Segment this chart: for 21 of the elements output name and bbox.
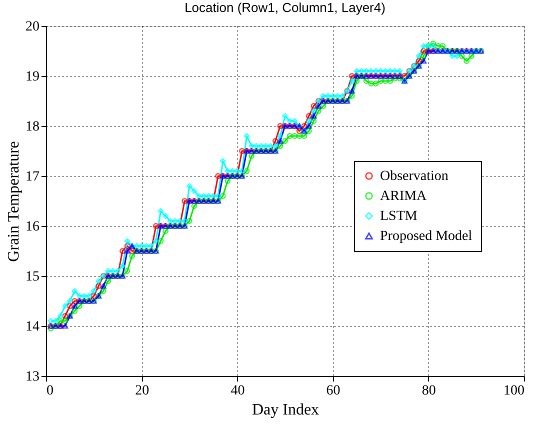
y-tick-label: 13 xyxy=(26,370,40,384)
legend-label: Proposed Model xyxy=(380,229,472,244)
x-tick-label: 0 xyxy=(46,384,54,398)
y-tick-label: 16 xyxy=(26,220,40,234)
legend-label: ARIMA xyxy=(380,189,428,204)
y-tick-label: 15 xyxy=(26,270,40,284)
y-tick-label: 17 xyxy=(26,170,40,184)
x-tick-label: 100 xyxy=(504,384,524,398)
y-tick-label: 18 xyxy=(26,120,40,134)
x-axis-title: Day Index xyxy=(252,402,320,418)
x-tick-label: 80 xyxy=(422,384,436,398)
y-tick-label: 20 xyxy=(26,20,40,34)
legend-label: LSTM xyxy=(380,209,418,224)
y-tick-label: 14 xyxy=(26,320,40,334)
chart-title: Location (Row1, Column1, Layer4) xyxy=(184,0,386,15)
x-tick-label: 20 xyxy=(135,384,150,398)
y-tick-label: 19 xyxy=(26,70,40,84)
x-tick-label: 40 xyxy=(230,384,245,398)
y-axis-title: Grain Temperature xyxy=(6,141,22,262)
legend-label: Observation xyxy=(380,169,448,184)
x-tick-label: 60 xyxy=(326,384,340,398)
